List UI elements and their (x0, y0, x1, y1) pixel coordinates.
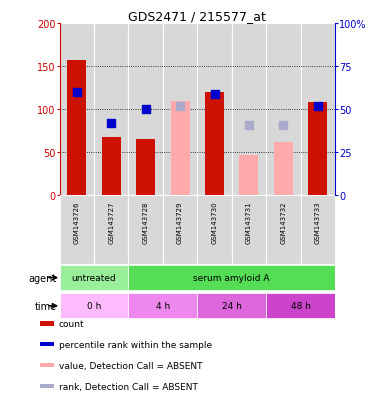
Bar (308, 103, 327, 196)
Text: count: count (59, 319, 85, 328)
Text: serum amyloid A: serum amyloid A (194, 273, 270, 282)
Text: GSM143726: GSM143726 (74, 201, 80, 244)
Bar (163, 196, 197, 264)
Text: 48 h: 48 h (291, 301, 311, 311)
Text: GSM143730: GSM143730 (211, 201, 218, 244)
Text: 0 h: 0 h (87, 301, 101, 311)
Text: GSM143729: GSM143729 (177, 201, 183, 244)
Bar (129, 293, 197, 319)
Bar (274, 142, 293, 196)
Text: 4 h: 4 h (156, 301, 170, 311)
Point (142, 107, 149, 113)
Bar (102, 138, 121, 196)
Bar (197, 24, 232, 196)
Text: percentile rank within the sample: percentile rank within the sample (59, 340, 212, 349)
Bar (40, 342, 54, 347)
Point (246, 122, 252, 129)
Bar (301, 196, 335, 264)
Bar (60, 293, 129, 319)
Bar (40, 363, 54, 368)
Text: GSM143733: GSM143733 (315, 201, 321, 244)
Bar (129, 24, 163, 196)
Text: value, Detection Call = ABSENT: value, Detection Call = ABSENT (59, 361, 203, 370)
Bar (232, 24, 266, 196)
Point (74, 90, 80, 96)
Text: GSM143731: GSM143731 (246, 201, 252, 244)
Text: time: time (35, 301, 57, 311)
Bar (197, 196, 232, 264)
Title: GDS2471 / 215577_at: GDS2471 / 215577_at (128, 10, 266, 23)
Bar (266, 24, 301, 196)
Text: agent: agent (28, 273, 57, 283)
Bar (129, 265, 335, 291)
Bar (171, 102, 189, 196)
Bar (205, 93, 224, 196)
Text: rank, Detection Call = ABSENT: rank, Detection Call = ABSENT (59, 382, 198, 391)
Bar (239, 155, 258, 196)
Bar (40, 385, 54, 389)
Bar (129, 196, 163, 264)
Bar (163, 24, 197, 196)
Point (211, 91, 218, 98)
Bar (40, 322, 54, 326)
Point (177, 103, 183, 110)
Bar (266, 196, 301, 264)
Bar (94, 196, 129, 264)
Text: GSM143728: GSM143728 (143, 201, 149, 244)
Bar (301, 24, 335, 196)
Text: GSM143727: GSM143727 (108, 201, 114, 244)
Bar (60, 24, 94, 196)
Point (108, 121, 114, 127)
Text: 24 h: 24 h (222, 301, 242, 311)
Point (315, 103, 321, 110)
Bar (94, 24, 129, 196)
Bar (197, 293, 266, 319)
Text: untreated: untreated (72, 273, 116, 282)
Bar (266, 293, 335, 319)
Bar (136, 140, 155, 196)
Point (280, 122, 286, 129)
Bar (67, 61, 86, 196)
Text: GSM143732: GSM143732 (280, 201, 286, 244)
Bar (232, 196, 266, 264)
Bar (60, 196, 94, 264)
Bar (60, 265, 129, 291)
